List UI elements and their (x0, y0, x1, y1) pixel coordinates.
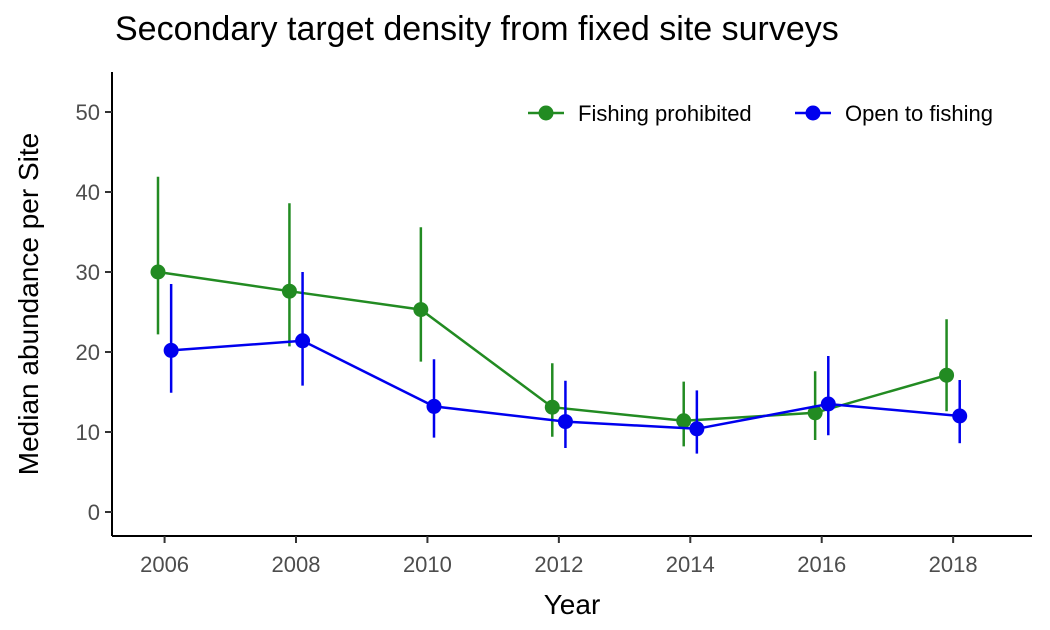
x-tick-label-2016: 2016 (797, 552, 846, 577)
y-tick-label-30: 30 (76, 260, 100, 285)
chart-title: Secondary target density from fixed site… (115, 10, 839, 48)
y-tick-label-0: 0 (88, 500, 100, 525)
x-tick-label-2018: 2018 (929, 552, 978, 577)
series-1 (163, 272, 968, 454)
series-0-point-2016 (807, 405, 823, 421)
x-axis-title: Year (544, 589, 601, 620)
x-tick-label-2006: 2006 (140, 552, 189, 577)
series-0-point-2006 (150, 264, 166, 280)
y-tick-label-20: 20 (76, 340, 100, 365)
y-axis-title: Median abundance per Site (13, 133, 44, 475)
legend-key-dot-0 (538, 105, 554, 121)
series-1-point-2008 (295, 333, 311, 349)
series-1-point-2010 (426, 398, 442, 414)
series-0 (150, 176, 955, 447)
series-0-point-2010 (413, 302, 429, 318)
legend: Fishing prohibited Open to fishing (528, 101, 993, 126)
series-0-point-2012 (544, 399, 560, 415)
y-tick-label-10: 10 (76, 420, 100, 445)
legend-key-dot-1 (805, 105, 821, 121)
series-1-point-2016 (820, 396, 836, 412)
series-1-point-2012 (557, 414, 573, 430)
y-tick-label-50: 50 (76, 100, 100, 125)
series-1-point-2006 (163, 342, 179, 358)
x-tick-label-2010: 2010 (403, 552, 452, 577)
legend-label-0: Fishing prohibited (578, 101, 752, 126)
series-0-point-2014 (676, 413, 692, 429)
x-tick-label-2014: 2014 (666, 552, 715, 577)
x-tick-label-2012: 2012 (534, 552, 583, 577)
series-0-point-2018 (939, 367, 955, 383)
series-1-point-2014 (689, 421, 705, 437)
legend-label-1: Open to fishing (845, 101, 993, 126)
series-1-point-2018 (952, 408, 968, 424)
x-tick-label-2008: 2008 (272, 552, 321, 577)
y-tick-label-40: 40 (76, 180, 100, 205)
series-0-point-2008 (281, 283, 297, 299)
